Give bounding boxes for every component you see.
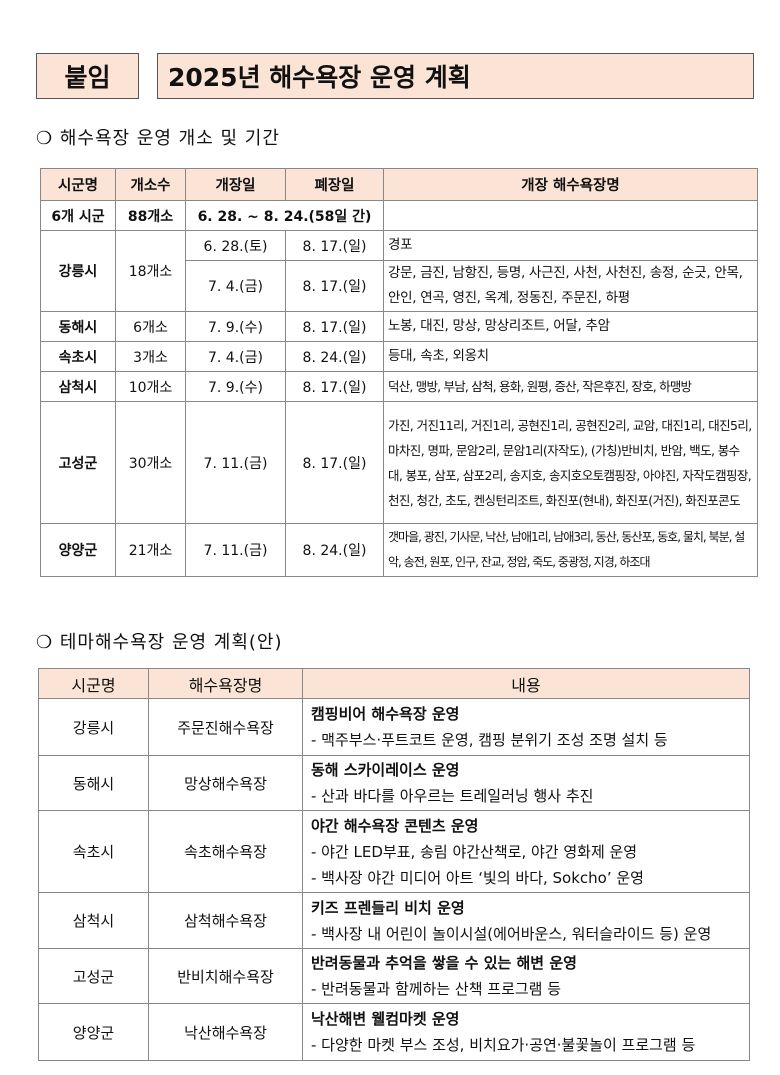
content-detail: - 다양한 마켓 부스 조성, 비치요가·공연·불꽃놀이 프로그램 등	[311, 1036, 696, 1054]
city-cell: 강릉시	[40, 230, 116, 312]
table-row: 양양군 낙산해수욕장 낙산해변 웰컴마켓 운영 - 다양한 마켓 부스 조성, 비치요…	[38, 1003, 750, 1061]
count-cell: 6개소	[115, 311, 186, 342]
content-title: 반려동물과 추억을 쌓을 수 있는 해변 운영	[311, 954, 577, 972]
city-cell: 고성군	[40, 401, 116, 524]
beaches-cell: 강문, 금진, 남항진, 등명, 사근진, 사천, 사천진, 송정, 순긋, 안…	[383, 260, 758, 312]
content-detail: - 백사장 내 어린이 놀이시설(에어바운스, 워터슬라이드 등) 운영	[311, 924, 712, 943]
city-cell: 속초시	[38, 810, 149, 893]
table-row: 삼척시 10개소 7. 9.(수) 8. 17.(일) 덕산, 맹방, 부남, …	[40, 371, 758, 402]
beaches-cell: 갯마을, 광진, 기사문, 낙산, 남애1리, 남애3리, 동산, 동산포, 동…	[383, 523, 758, 577]
content-title: 동해 스카이레이스 운영	[311, 761, 460, 779]
close-date-cell: 8. 17.(일)	[285, 371, 384, 402]
city-cell: 강릉시	[38, 698, 149, 756]
table-row: 속초시 속초해수욕장 야간 해수욕장 콘텐츠 운영 - 야간 LED부표, 송림 야간…	[38, 810, 750, 893]
close-date-cell: 8. 17.(일)	[285, 230, 384, 261]
beach-cell: 낙산해수욕장	[148, 1003, 303, 1061]
column-header: 개장 해수욕장명	[383, 168, 758, 201]
city-cell: 삼척시	[40, 371, 116, 402]
content-cell: 야간 해수욕장 콘텐츠 운영 - 야간 LED부표, 송림 야간산책로, 야간 영…	[302, 810, 750, 893]
content-cell: 키즈 프렌들리 비치 운영 - 백사장 내 어린이 놀이시설(에어바운스, 워터슬…	[302, 892, 750, 949]
count-cell: 88개소	[115, 200, 186, 231]
table-row: 양양군 21개소 7. 11.(금) 8. 24.(일) 갯마을, 광진, 기사…	[40, 523, 758, 577]
column-header: 내용	[302, 668, 750, 699]
empty-cell	[383, 200, 758, 231]
beaches-cell: 노봉, 대진, 망상, 망상리조트, 어달, 추암	[383, 311, 758, 342]
attachment-label: 붙임	[36, 53, 139, 99]
city-cell: 양양군	[38, 1003, 149, 1061]
table-header-row: 시군명 해수욕장명 내용	[38, 668, 750, 699]
close-date-cell: 8. 17.(일)	[285, 401, 384, 524]
column-header: 시군명	[40, 168, 116, 201]
beach-cell: 망상해수욕장	[148, 755, 303, 811]
close-date-cell: 8. 24.(일)	[285, 341, 384, 372]
content-title: 캠핑비어 해수욕장 운영	[311, 705, 460, 723]
operation-table: 시군명 개소수 개장일 폐장일 개장 해수욕장명 6개 시군 88개소 6. 2…	[40, 168, 758, 577]
content-detail: - 야간 LED부표, 송림 야간산책로, 야간 영화제 운영	[311, 842, 638, 861]
city-cell: 동해시	[40, 311, 116, 342]
close-date-cell: 8. 17.(일)	[285, 311, 384, 342]
content-detail: - 반려동물과 함께하는 산책 프로그램 등	[311, 980, 562, 998]
city-cell: 속초시	[40, 341, 116, 372]
column-header: 폐장일	[285, 168, 384, 201]
content-title: 야간 해수욕장 콘텐츠 운영	[311, 816, 479, 835]
count-cell: 10개소	[115, 371, 186, 402]
table-row: 동해시 6개소 7. 9.(수) 8. 17.(일) 노봉, 대진, 망상, 망…	[40, 311, 758, 342]
beaches-cell: 등대, 속초, 외옹치	[383, 341, 758, 372]
content-title: 키즈 프렌들리 비치 운영	[311, 898, 465, 917]
column-header: 개소수	[115, 168, 186, 201]
content-title: 낙산해변 웰컴마켓 운영	[311, 1010, 460, 1028]
content-cell: 반려동물과 추억을 쌓을 수 있는 해변 운영 - 반려동물과 함께하는 산책 프…	[302, 948, 750, 1004]
content-detail: - 맥주부스·푸트코트 운영, 캠핑 분위기 조성 조명 설치 등	[311, 731, 668, 749]
content-detail: - 산과 바다를 아우르는 트레일러닝 행사 추진	[311, 787, 594, 805]
table-row: 동해시 망상해수욕장 동해 스카이레이스 운영 - 산과 바다를 아우르는 트레일러닝…	[38, 755, 750, 811]
beach-cell: 삼척해수욕장	[148, 892, 303, 949]
count-cell: 21개소	[115, 523, 186, 577]
beach-cell: 반비치해수욕장	[148, 948, 303, 1004]
open-date-cell: 7. 4.(금)	[185, 341, 286, 372]
beach-cell: 속초해수욕장	[148, 810, 303, 893]
section-heading-theme: ❍ 테마해수욕장 운영 계획(안)	[36, 632, 283, 653]
theme-table: 시군명 해수욕장명 내용 강릉시 주문진해수욕장 캠핑비어 해수욕장 운영 - 맥주부…	[38, 668, 750, 1061]
column-header: 시군명	[38, 668, 149, 699]
table-row: 7. 4.(금) 8. 17.(일) 강문, 금진, 남항진, 등명, 사근진,…	[41, 260, 758, 312]
open-date-cell: 7. 11.(금)	[185, 523, 286, 577]
total-row: 6개 시군 88개소 6. 28. ~ 8. 24.(58일 간)	[40, 200, 758, 231]
city-cell: 고성군	[38, 948, 149, 1004]
table-row: 고성군 30개소 7. 11.(금) 8. 17.(일) 가진, 거진11리, …	[40, 401, 758, 524]
section-heading-operation: ❍ 해수욕장 운영 개소 및 기간	[36, 128, 280, 149]
beaches-cell: 가진, 거진11리, 거진1리, 공현진1리, 공현진2리, 교암, 대진1리,…	[383, 401, 758, 524]
city-cell: 6개 시군	[40, 200, 116, 231]
table-header-row: 시군명 개소수 개장일 폐장일 개장 해수욕장명	[40, 168, 758, 201]
content-cell: 낙산해변 웰컴마켓 운영 - 다양한 마켓 부스 조성, 비치요가·공연·불꽃놀이…	[302, 1003, 750, 1061]
count-cell: 3개소	[115, 341, 186, 372]
period-cell: 6. 28. ~ 8. 24.(58일 간)	[185, 200, 384, 231]
column-header: 해수욕장명	[148, 668, 303, 699]
open-date-cell: 7. 9.(수)	[185, 371, 286, 402]
open-date-cell: 7. 4.(금)	[185, 260, 286, 312]
city-cell: 동해시	[38, 755, 149, 811]
open-date-cell: 6. 28.(토)	[185, 230, 286, 261]
open-date-cell: 7. 11.(금)	[185, 401, 286, 524]
beach-cell: 주문진해수욕장	[148, 698, 303, 756]
content-cell: 동해 스카이레이스 운영 - 산과 바다를 아우르는 트레일러닝 행사 추진	[302, 755, 750, 811]
city-cell: 삼척시	[38, 892, 149, 949]
close-date-cell: 8. 17.(일)	[285, 260, 384, 312]
content-detail: - 백사장 야간 미디어 아트 ‘빛의 바다, Sokcho’ 운영	[311, 868, 644, 887]
table-row: 속초시 3개소 7. 4.(금) 8. 24.(일) 등대, 속초, 외옹치	[40, 341, 758, 372]
city-cell: 양양군	[40, 523, 116, 577]
table-row: 강릉시 주문진해수욕장 캠핑비어 해수욕장 운영 - 맥주부스·푸트코트 운영, 캠핑…	[38, 698, 750, 756]
beaches-cell: 덕산, 맹방, 부남, 삼척, 용화, 원평, 증산, 작은후진, 장호, 하맹…	[383, 371, 758, 402]
table-row: 삼척시 삼척해수욕장 키즈 프렌들리 비치 운영 - 백사장 내 어린이 놀이시설(에…	[38, 892, 750, 949]
beaches-cell: 경포	[383, 230, 758, 261]
column-header: 개장일	[185, 168, 286, 201]
count-cell: 30개소	[115, 401, 186, 524]
page-title: 2025년 해수욕장 운영 계획	[157, 53, 754, 99]
count-cell: 18개소	[115, 230, 186, 312]
table-row: 강릉시 18개소 6. 28.(토) 8. 17.(일) 경포	[40, 230, 758, 312]
open-date-cell: 7. 9.(수)	[185, 311, 286, 342]
close-date-cell: 8. 24.(일)	[285, 523, 384, 577]
content-cell: 캠핑비어 해수욕장 운영 - 맥주부스·푸트코트 운영, 캠핑 분위기 조성 조명…	[302, 698, 750, 756]
table-row: 고성군 반비치해수욕장 반려동물과 추억을 쌓을 수 있는 해변 운영 - 반려동물과…	[38, 948, 750, 1004]
